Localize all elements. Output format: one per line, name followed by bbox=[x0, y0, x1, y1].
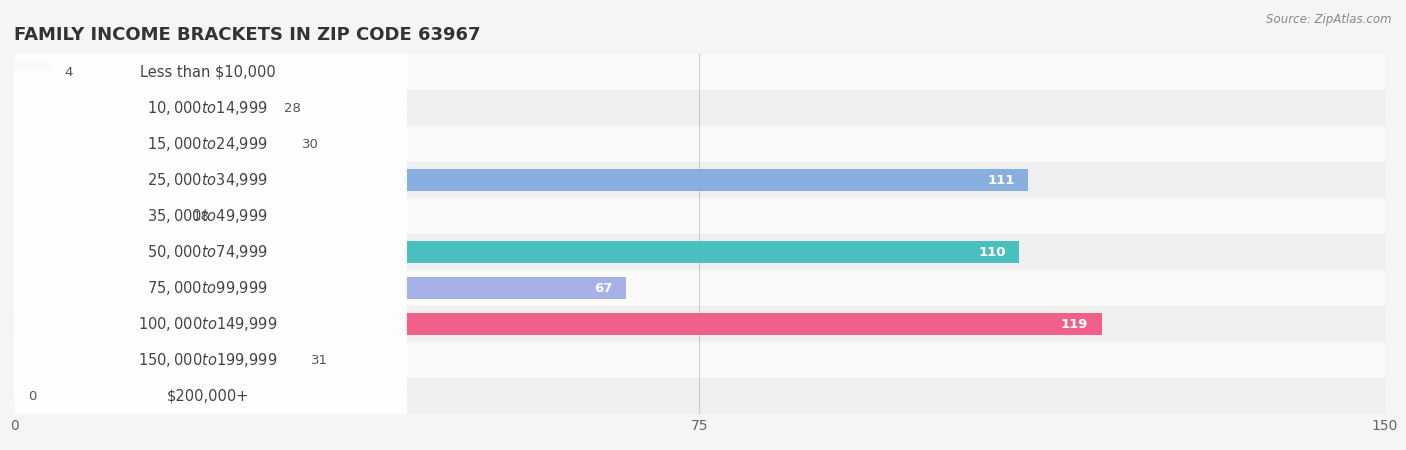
Text: $150,000 to $199,999: $150,000 to $199,999 bbox=[138, 351, 277, 369]
FancyBboxPatch shape bbox=[8, 34, 408, 110]
Bar bbox=[14, 198, 1385, 234]
Bar bbox=[14, 97, 270, 119]
Bar bbox=[14, 349, 298, 371]
Bar bbox=[14, 306, 1385, 342]
Bar bbox=[14, 234, 1385, 270]
Text: Source: ZipAtlas.com: Source: ZipAtlas.com bbox=[1267, 14, 1392, 27]
Bar bbox=[14, 162, 1385, 198]
Text: 111: 111 bbox=[987, 174, 1015, 186]
Text: $10,000 to $14,999: $10,000 to $14,999 bbox=[148, 99, 269, 117]
Bar bbox=[14, 277, 627, 299]
FancyBboxPatch shape bbox=[8, 322, 408, 398]
Text: $75,000 to $99,999: $75,000 to $99,999 bbox=[148, 279, 269, 297]
Text: 4: 4 bbox=[65, 66, 73, 78]
Bar bbox=[14, 169, 1029, 191]
Bar bbox=[14, 133, 288, 155]
FancyBboxPatch shape bbox=[8, 70, 408, 146]
Bar bbox=[14, 54, 1385, 90]
Text: 67: 67 bbox=[595, 282, 613, 294]
Bar bbox=[14, 313, 1102, 335]
FancyBboxPatch shape bbox=[8, 250, 408, 326]
Bar bbox=[14, 205, 179, 227]
Bar bbox=[14, 241, 1019, 263]
FancyBboxPatch shape bbox=[8, 142, 408, 218]
Bar bbox=[14, 342, 1385, 378]
Text: 31: 31 bbox=[311, 354, 328, 366]
Text: $100,000 to $149,999: $100,000 to $149,999 bbox=[138, 315, 277, 333]
FancyBboxPatch shape bbox=[8, 358, 408, 434]
Bar bbox=[14, 61, 51, 83]
FancyBboxPatch shape bbox=[8, 214, 408, 290]
Text: 30: 30 bbox=[302, 138, 319, 150]
Text: 28: 28 bbox=[284, 102, 301, 114]
Text: $50,000 to $74,999: $50,000 to $74,999 bbox=[148, 243, 269, 261]
Text: FAMILY INCOME BRACKETS IN ZIP CODE 63967: FAMILY INCOME BRACKETS IN ZIP CODE 63967 bbox=[14, 26, 481, 44]
Bar bbox=[14, 126, 1385, 162]
Text: $25,000 to $34,999: $25,000 to $34,999 bbox=[148, 171, 269, 189]
Text: 18: 18 bbox=[193, 210, 209, 222]
Text: $200,000+: $200,000+ bbox=[167, 388, 249, 404]
Bar bbox=[14, 270, 1385, 306]
FancyBboxPatch shape bbox=[8, 286, 408, 362]
Bar bbox=[14, 90, 1385, 126]
Text: Less than $10,000: Less than $10,000 bbox=[141, 64, 276, 80]
Text: $15,000 to $24,999: $15,000 to $24,999 bbox=[148, 135, 269, 153]
Text: $35,000 to $49,999: $35,000 to $49,999 bbox=[148, 207, 269, 225]
FancyBboxPatch shape bbox=[8, 178, 408, 254]
Bar bbox=[14, 378, 1385, 414]
Text: 119: 119 bbox=[1060, 318, 1088, 330]
FancyBboxPatch shape bbox=[8, 106, 408, 182]
Text: 0: 0 bbox=[28, 390, 37, 402]
Text: 110: 110 bbox=[979, 246, 1005, 258]
